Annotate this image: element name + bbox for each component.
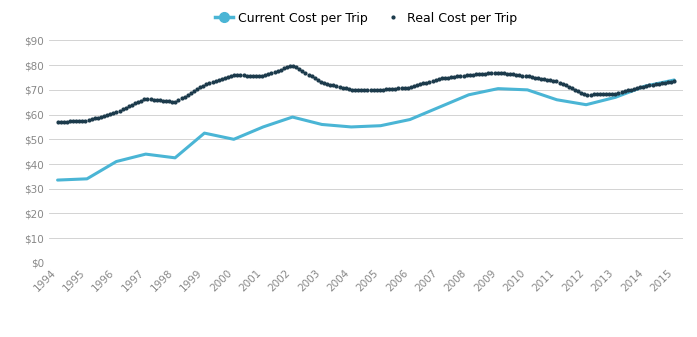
- Current Cost per Trip: [523, 88, 532, 92]
- Real Cost per Trip: [91, 116, 99, 120]
- Real Cost per Trip: [289, 63, 298, 67]
- Current Cost per Trip: [259, 125, 268, 129]
- Current Cost per Trip: [670, 78, 678, 82]
- Current Cost per Trip: [200, 131, 208, 135]
- Current Cost per Trip: [494, 87, 503, 91]
- Line: Real Cost per Trip: Real Cost per Trip: [55, 63, 677, 125]
- Line: Current Cost per Trip: Current Cost per Trip: [58, 80, 674, 180]
- Real Cost per Trip: [642, 84, 650, 88]
- Real Cost per Trip: [54, 120, 62, 124]
- Current Cost per Trip: [464, 93, 473, 97]
- Current Cost per Trip: [112, 159, 121, 163]
- Current Cost per Trip: [406, 118, 414, 122]
- Real Cost per Trip: [217, 77, 226, 81]
- Real Cost per Trip: [670, 79, 678, 83]
- Current Cost per Trip: [553, 98, 561, 102]
- Current Cost per Trip: [347, 125, 355, 129]
- Real Cost per Trip: [620, 89, 629, 93]
- Current Cost per Trip: [611, 95, 620, 99]
- Current Cost per Trip: [435, 105, 443, 109]
- Current Cost per Trip: [141, 152, 150, 156]
- Current Cost per Trip: [376, 124, 385, 128]
- Current Cost per Trip: [289, 115, 297, 119]
- Current Cost per Trip: [171, 156, 179, 160]
- Real Cost per Trip: [78, 119, 86, 123]
- Current Cost per Trip: [318, 122, 326, 126]
- Current Cost per Trip: [582, 103, 590, 107]
- Legend: Current Cost per Trip, Real Cost per Trip: Current Cost per Trip, Real Cost per Tri…: [210, 7, 522, 30]
- Real Cost per Trip: [168, 100, 176, 104]
- Current Cost per Trip: [229, 137, 238, 141]
- Current Cost per Trip: [641, 84, 649, 88]
- Current Cost per Trip: [54, 178, 62, 182]
- Current Cost per Trip: [83, 177, 91, 181]
